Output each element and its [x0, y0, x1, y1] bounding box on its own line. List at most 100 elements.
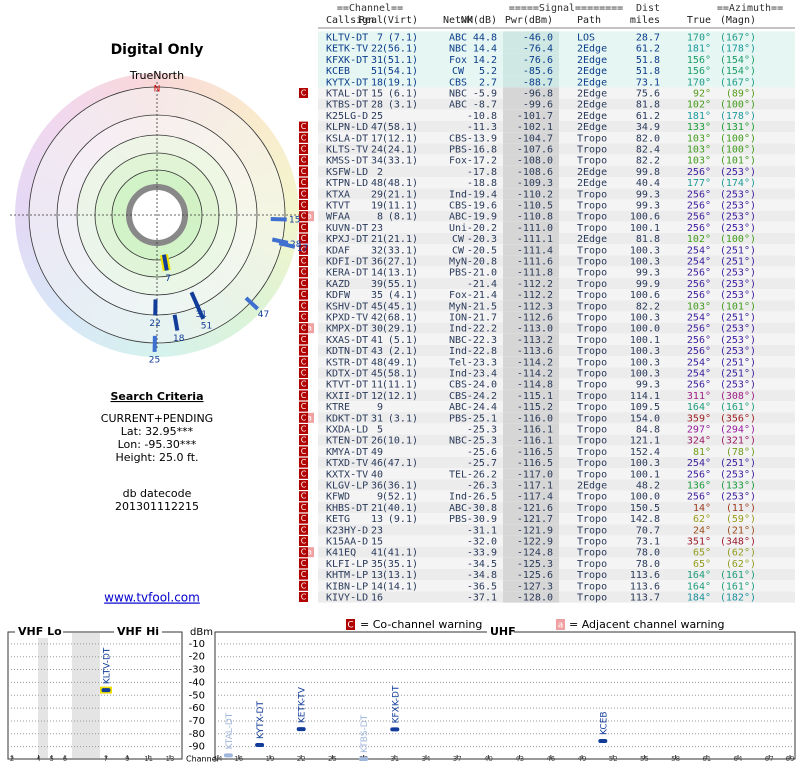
table-cell: 2Edge — [577, 167, 607, 178]
table-cell: -113.0 — [517, 324, 553, 335]
table-cell: (321°) — [720, 436, 756, 447]
spectrum-station-label: KLTV-DT — [103, 647, 113, 684]
table-cell: -19.9 — [467, 212, 497, 223]
cochannel-flag: C — [301, 324, 307, 333]
table-cell: -19.6 — [467, 201, 497, 212]
table-cell: -21.0 — [467, 268, 497, 279]
cochannel-flag-box — [299, 401, 308, 412]
table-cell: PBS — [449, 514, 467, 525]
table-cell: -22.3 — [467, 335, 497, 346]
table-cell: Tropo — [577, 301, 607, 312]
table-cell: 82.2 — [636, 301, 660, 312]
table-cell: 100.3 — [630, 257, 660, 268]
y-tick-label: -90 — [189, 742, 205, 753]
table-cell: NBC — [449, 335, 467, 346]
cochannel-flag-box — [299, 592, 308, 602]
x-tick-label: 14 — [214, 755, 223, 763]
table-cell: -108.6 — [517, 167, 553, 178]
table-cell: KAZD — [326, 279, 350, 290]
table-cell: -121.7 — [517, 514, 553, 525]
spectrum-station-label: KFXK-DT — [391, 685, 401, 723]
cochannel-flag-box — [299, 267, 308, 278]
table-cell: KTPN-LD — [326, 178, 368, 189]
band-title: UHF — [490, 625, 516, 638]
spectrum-station — [223, 753, 233, 758]
cochannel-flag: C — [301, 313, 307, 322]
table-cell: 2Edge — [577, 111, 607, 122]
table-cell: KTXD-TV — [326, 458, 368, 469]
table-cell: -19.4 — [467, 189, 497, 200]
nm-cell-background — [503, 423, 559, 435]
polar-title: Digital Only — [111, 42, 204, 58]
table-cell: 34 — [371, 156, 383, 167]
table-cell: KDFW — [326, 290, 351, 301]
cochannel-flag: C — [301, 357, 307, 366]
table-cell: CBS — [449, 201, 467, 212]
table-cell: (2.1) — [388, 346, 418, 357]
table-cell: 15 — [371, 537, 383, 548]
table-cell: (253°) — [720, 167, 756, 178]
table-cell: -102.1 — [517, 122, 553, 133]
cochannel-flag: C — [301, 559, 307, 568]
table-cell: 32 — [371, 245, 383, 256]
adjacent-flag-box — [305, 323, 314, 334]
cochannel-flag-box — [299, 480, 308, 490]
table-cell: -116.1 — [517, 436, 553, 447]
polar-channel-label: 7 — [165, 274, 171, 284]
site-link[interactable]: www.tvfool.com — [104, 591, 200, 605]
table-cell: (174°) — [720, 178, 756, 189]
table-cell: (51.1) — [382, 55, 418, 66]
table-cell: 40.4 — [636, 178, 660, 189]
table-cell: (251°) — [720, 357, 756, 368]
table-cell: Tropo — [577, 559, 607, 570]
table-cell: 28.7 — [636, 33, 660, 44]
table-cell: Tropo — [577, 335, 607, 346]
table-cell: (101°) — [720, 156, 756, 167]
table-cell: Tropo — [577, 346, 607, 357]
search-mode: CURRENT+PENDING — [101, 412, 213, 425]
table-cell: -88.7 — [523, 77, 553, 88]
table-cell: -121.9 — [517, 525, 553, 536]
table-cell: 70.7 — [636, 525, 660, 536]
table-cell: CBS — [449, 380, 467, 391]
table-cell: (253°) — [720, 279, 756, 290]
x-tick-label: 55 — [640, 755, 649, 763]
table-cell: -16.8 — [467, 145, 497, 156]
table-cell: 2Edge — [577, 66, 607, 77]
column-header: True — [687, 15, 711, 26]
table-cell: 84.8 — [636, 425, 660, 436]
x-tick-label: 9 — [125, 755, 129, 763]
table-cell: 254° — [687, 458, 711, 469]
nm-cell-background — [503, 87, 559, 99]
table-cell: (251°) — [720, 257, 756, 268]
cochannel-flag-box — [299, 323, 308, 334]
table-cell: -122.9 — [517, 537, 553, 548]
table-cell: -111.1 — [517, 234, 553, 245]
table-cell: 254° — [687, 313, 711, 324]
table-cell: Ind — [449, 346, 467, 357]
table-cell: -115.1 — [517, 391, 553, 402]
table-cell: -110.5 — [517, 201, 553, 212]
table-cell: KMPX-DT — [326, 324, 368, 335]
nm-cell-background — [503, 188, 559, 200]
table-cell: KTXA — [326, 189, 350, 200]
table-cell: 51.8 — [636, 66, 660, 77]
spectrum-station — [598, 738, 608, 743]
table-cell: 75.6 — [636, 89, 660, 100]
table-cell: Tropo — [577, 245, 607, 256]
cochannel-flag: C — [301, 413, 307, 422]
table-cell: 9 — [377, 402, 383, 413]
polar-channel-label: 15 — [289, 215, 300, 225]
table-cell: 99.8 — [636, 167, 660, 178]
table-cell: Tropo — [577, 189, 607, 200]
table-cell: (253°) — [720, 201, 756, 212]
table-cell: KPXJ-DT — [326, 234, 368, 245]
table-cell: 2Edge — [577, 122, 607, 133]
polar-station — [194, 303, 206, 320]
nm-cell-background — [503, 389, 559, 401]
table-cell: KETG — [326, 514, 350, 525]
table-cell: -32.0 — [467, 537, 497, 548]
table-cell: Ind — [449, 369, 467, 380]
x-tick-label: 4 — [36, 755, 41, 763]
